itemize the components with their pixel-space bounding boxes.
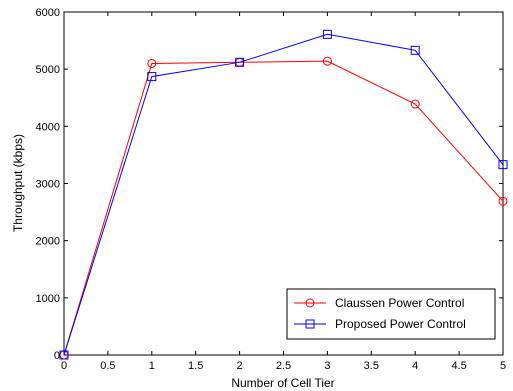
x-tick-label: 2 bbox=[237, 360, 243, 372]
y-tick-label: 1000 bbox=[36, 293, 60, 305]
y-tick-label: 0 bbox=[54, 350, 60, 362]
data-point-1 bbox=[498, 160, 508, 170]
y-tick-label: 5000 bbox=[36, 64, 60, 76]
legend-marker-proposed bbox=[305, 319, 315, 329]
data-point-0 bbox=[147, 58, 157, 68]
data-point-1 bbox=[59, 350, 69, 360]
legend-box bbox=[286, 288, 496, 340]
data-point-1 bbox=[235, 57, 245, 67]
y-tick-label: 4000 bbox=[36, 121, 60, 133]
x-tick-label: 4.5 bbox=[451, 360, 466, 372]
x-tick-label: 0.5 bbox=[100, 360, 115, 372]
legend-label-proposed: Proposed Power Control bbox=[335, 317, 466, 331]
x-tick-label: 3.5 bbox=[364, 360, 379, 372]
x-tick-label: 2.5 bbox=[276, 360, 291, 372]
y-tick-label: 3000 bbox=[36, 179, 60, 191]
series-line-1 bbox=[63, 33, 504, 356]
y-tick-label: 6000 bbox=[36, 7, 60, 19]
x-tick-label: 1 bbox=[149, 360, 155, 372]
y-axis-label: Throughput (kbps) bbox=[11, 134, 25, 232]
x-tick-label: 5 bbox=[500, 360, 506, 372]
x-axis-label: Number of Cell Tier bbox=[231, 376, 334, 390]
x-tick-label: 4 bbox=[412, 360, 418, 372]
series-line-0 bbox=[63, 60, 504, 356]
legend: Claussen Power Control Proposed Power Co… bbox=[286, 288, 496, 340]
data-point-1 bbox=[410, 45, 420, 55]
data-point-1 bbox=[322, 29, 332, 39]
data-point-0 bbox=[322, 56, 332, 66]
y-tick-label: 2000 bbox=[36, 236, 60, 248]
data-point-1 bbox=[147, 72, 157, 82]
x-tick-label: 0 bbox=[61, 360, 67, 372]
data-point-0 bbox=[498, 196, 508, 206]
x-tick-label: 1.5 bbox=[188, 360, 203, 372]
legend-label-claussen: Claussen Power Control bbox=[335, 296, 464, 310]
legend-marker-claussen bbox=[305, 298, 315, 308]
data-point-0 bbox=[410, 99, 420, 109]
x-tick-label: 3 bbox=[324, 360, 330, 372]
